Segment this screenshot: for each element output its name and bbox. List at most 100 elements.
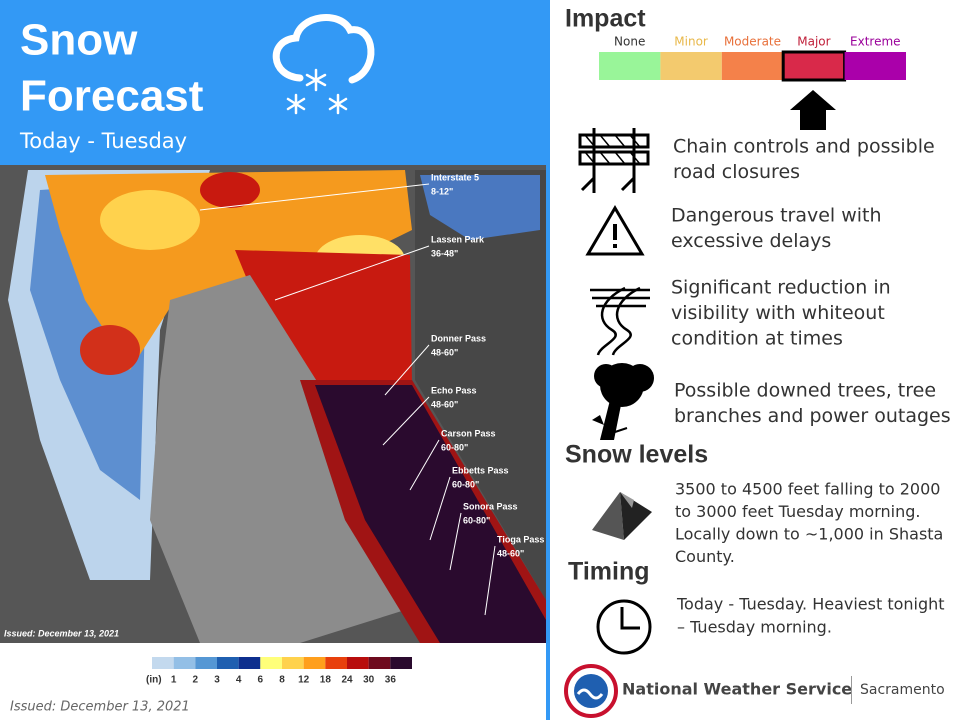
impact-level — [781, 50, 847, 82]
title-line: Snow — [20, 16, 138, 65]
leader-line — [429, 476, 451, 541]
agency: National Weather Service — [622, 680, 852, 699]
snow-amount: 48-60" — [431, 347, 458, 357]
map-region — [80, 325, 140, 375]
clock-icon — [596, 599, 652, 655]
timing-text: Today - Tuesday. Heaviest tonight — [676, 595, 945, 614]
legend-tick: 30 — [363, 675, 375, 686]
legend-swatch — [282, 657, 304, 669]
pass-name: Interstate 5 — [431, 172, 479, 182]
color-legend: (in) 1 2 3 4 6 8 12 18 24 30 36 — [146, 657, 412, 686]
pass-name: Carson Pass — [441, 428, 496, 438]
map-region — [315, 385, 546, 643]
legend-tick: 12 — [298, 675, 310, 686]
legend-swatch — [325, 657, 347, 669]
map-issued: Issued: December 13, 2021 — [4, 628, 119, 638]
leader-line — [274, 245, 430, 301]
hazard-text: road closures — [673, 161, 800, 183]
legend-tick: 24 — [341, 675, 353, 686]
leader-line — [382, 396, 430, 446]
tree-icon — [592, 363, 654, 440]
legend-tick: 6 — [258, 675, 264, 686]
leader-line — [409, 439, 440, 491]
legend-swatch — [347, 657, 369, 669]
hazard-text: visibility with whiteout — [671, 302, 885, 324]
pass-name: Sonora Pass — [463, 501, 518, 511]
section-heading: Snow levels — [565, 441, 708, 469]
impact-label: Extreme — [850, 35, 901, 49]
legend-tick: 8 — [279, 675, 285, 686]
subtitle: Today - Tuesday — [19, 129, 187, 153]
impact-level — [660, 52, 722, 80]
map-region — [420, 175, 540, 240]
pass-name: Donner Pass — [431, 333, 486, 343]
legend-swatch — [260, 657, 282, 669]
impact-scale: None Minor Moderate Major Extreme — [599, 35, 906, 82]
impact-level — [599, 52, 661, 80]
section-heading: Timing — [568, 558, 649, 586]
leader-line — [449, 512, 462, 571]
snow-level-text: 3500 to 4500 feet falling to 2000 — [675, 480, 940, 499]
pass-name: Lassen Park — [431, 234, 485, 244]
hazard-text: Possible downed trees, tree — [674, 380, 936, 402]
snow-amount: 60-80" — [441, 442, 468, 452]
legend-swatch — [238, 657, 261, 669]
hazard-text: Dangerous travel with — [671, 205, 882, 227]
header-panel — [0, 0, 548, 165]
hazard-text: Significant reduction in — [671, 277, 891, 299]
visibility-icon — [590, 286, 650, 356]
legend-swatch — [173, 657, 196, 669]
map-region — [100, 190, 200, 250]
leader-line — [384, 344, 430, 396]
map-region — [200, 172, 260, 208]
timing-text: – Tuesday morning. — [677, 618, 832, 637]
impact-label: None — [614, 35, 645, 49]
title-line: Forecast — [20, 72, 204, 121]
legend-tick: 1 — [171, 675, 177, 686]
snow-level-text: County. — [675, 547, 735, 566]
legend-swatch — [217, 657, 239, 669]
snow-level-text: Locally down to ~1,000 in Shasta — [675, 525, 943, 544]
pass-name: Ebbetts Pass — [452, 465, 509, 475]
pass-name: Echo Pass — [431, 385, 477, 395]
leader-line — [484, 545, 496, 616]
hazard-text: branches and power outages — [674, 405, 951, 427]
impact-label: Major — [797, 35, 830, 49]
legend-tick: 4 — [236, 675, 242, 686]
impact-label: Minor — [674, 35, 708, 49]
legend-swatch — [368, 657, 391, 669]
map-region — [415, 170, 546, 600]
impact-level — [721, 52, 784, 80]
nws-logo — [564, 664, 618, 718]
leader-line — [199, 183, 430, 211]
legend-swatch — [152, 657, 174, 669]
hazard-text: condition at times — [671, 328, 843, 350]
snowfall-map: Interstate 5 8-12" Lassen Park 36-48" Donner… — [0, 165, 546, 643]
legend-unit: (in) — [146, 675, 162, 686]
map-region — [150, 275, 405, 643]
snow-amount: 36-48" — [431, 248, 458, 258]
pass-name: Tioga Pass — [497, 534, 544, 544]
divider — [546, 0, 550, 720]
snow-cloud-icon — [272, 14, 375, 115]
snow-amount: 60-80" — [463, 515, 490, 525]
section-heading: Impact — [565, 5, 646, 33]
impact-label: Moderate — [724, 35, 781, 49]
legend-swatch — [303, 657, 326, 669]
legend-tick: 3 — [214, 675, 220, 686]
chain-control-icon — [578, 128, 650, 193]
legend-swatch — [195, 657, 217, 669]
office: Sacramento — [860, 682, 945, 698]
mountain-icon — [592, 492, 652, 540]
issued-date: Issued: December 13, 2021 — [10, 700, 190, 715]
snow-amount: 60-80" — [452, 479, 479, 489]
snow-amount: 48-60" — [497, 548, 524, 558]
legend-tick: 18 — [320, 675, 332, 686]
warning-icon — [585, 205, 645, 256]
snow-amount: 48-60" — [431, 399, 458, 409]
impact-level — [844, 52, 906, 80]
snow-amount: 8-12" — [431, 186, 453, 196]
legend-swatch — [390, 657, 412, 669]
snow-level-text: to 3000 feet Tuesday morning. — [675, 502, 920, 521]
